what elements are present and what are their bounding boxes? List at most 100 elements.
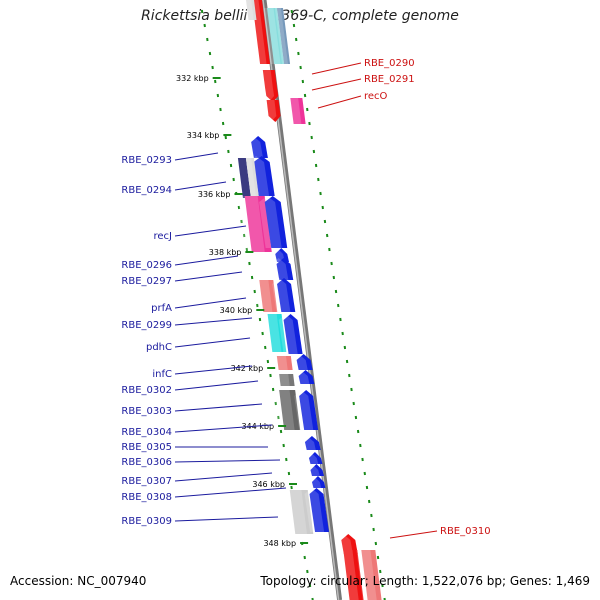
- leader-line: [174, 365, 253, 375]
- gene-block-shade: [307, 476, 322, 488]
- gene-block-shade: [304, 452, 319, 464]
- leader-line: [174, 271, 243, 282]
- gene-label-rbe_0294: RBE_0294: [121, 185, 172, 196]
- gene-block: [299, 390, 319, 430]
- leader-line: [389, 530, 438, 539]
- gene-labels-left: RBE_0293 RBE_0294 recJ RBE_0296 RBE_0297 prfA…: [121, 152, 287, 527]
- gene-label-infc: infC: [152, 369, 172, 380]
- gene-block: [277, 8, 291, 64]
- gene-label-rbe_0305: RBE_0305: [121, 442, 172, 453]
- gene-block-shade: [274, 374, 290, 386]
- gene-block: [251, 136, 268, 158]
- leader-line: [174, 424, 273, 433]
- gene-label-rbe_0302: RBE_0302: [121, 385, 172, 396]
- gene-block-shade: [356, 550, 377, 600]
- gene-block: [283, 314, 303, 354]
- leader-line: [311, 62, 362, 75]
- tick-label: 346 kbp: [252, 480, 285, 489]
- gene-block: [290, 98, 306, 124]
- gene-block-shade: [259, 196, 282, 248]
- leader-line: [174, 403, 263, 412]
- gene-label-rbe_0291: RBE_0291: [364, 74, 415, 85]
- gene-block: [276, 258, 294, 280]
- gene-block: [277, 278, 296, 312]
- leader-line: [174, 487, 287, 498]
- leader-line: [317, 95, 362, 109]
- gene-block: [265, 88, 279, 102]
- gene-labels-right: RBE_0290 RBE_0291 recO RBE_0310: [311, 58, 491, 539]
- gene-block-shade: [262, 314, 282, 352]
- tick-dots-right: [290, 9, 386, 600]
- gene-block: [343, 550, 364, 600]
- gene-block: [262, 70, 278, 88]
- gene-block: [253, 156, 275, 196]
- leader-line: [174, 337, 251, 348]
- gene-block-shade: [272, 278, 291, 312]
- gene-block-shade: [304, 488, 325, 532]
- gene-block: [309, 488, 330, 532]
- gene-block: [266, 100, 281, 122]
- gene-label-rbe_0303: RBE_0303: [121, 406, 172, 417]
- gene-block-shade: [291, 354, 308, 370]
- tick-label: 336 kbp: [198, 190, 231, 199]
- gene-block: [246, 0, 257, 20]
- tick-label: 348 kbp: [263, 539, 296, 548]
- gene-block-shade: [300, 436, 316, 450]
- gene-block-shade: [336, 534, 353, 554]
- gene-block: [267, 314, 287, 352]
- gene-block: [298, 370, 315, 384]
- leader-line: [311, 78, 362, 91]
- gene-block-shade: [271, 248, 285, 262]
- leader-line: [174, 297, 247, 309]
- tick-label: 342 kbp: [231, 364, 264, 373]
- leader-line: [174, 472, 273, 482]
- gene-blocks: [235, 0, 382, 600]
- leader-line: [174, 181, 227, 191]
- gene-block: [244, 196, 272, 252]
- gene-block: [341, 534, 358, 554]
- gene-block-shade: [278, 314, 298, 354]
- gene-block-shade: [286, 98, 302, 124]
- gene-block-shade: [273, 390, 295, 430]
- gene-label-recj: recJ: [154, 231, 173, 242]
- gene-block: [252, 0, 271, 64]
- gene-block-shade: [243, 0, 254, 20]
- gene-block-shade: [294, 390, 314, 430]
- gene-label-rbe_0297: RBE_0297: [121, 276, 172, 287]
- gene-block: [310, 464, 324, 476]
- tick-label: 338 kbp: [209, 248, 242, 257]
- leader-line: [174, 255, 239, 266]
- gene-label-rbe_0306: RBE_0306: [121, 457, 172, 468]
- gene-block-shade: [237, 196, 265, 252]
- gene-block: [279, 390, 301, 430]
- tick-label: 340 kbp: [220, 306, 253, 315]
- leader-line: [174, 459, 281, 463]
- gene-block-shade: [262, 100, 277, 122]
- gene-label-rbe_0304: RBE_0304: [121, 427, 172, 438]
- gene-block-shade: [258, 70, 273, 88]
- gene-block-shade: [235, 158, 249, 198]
- gene-block: [275, 248, 290, 262]
- gene-block-shade: [254, 280, 273, 312]
- gene-block-shade: [271, 258, 289, 280]
- gene-block-shade: [338, 550, 359, 600]
- gene-label-rbe_0290: RBE_0290: [364, 58, 415, 69]
- gene-label-pdhc: pdhC: [146, 342, 172, 353]
- gene-block-shade: [243, 158, 257, 198]
- gene-block: [279, 374, 295, 386]
- gene-block-shade: [260, 88, 275, 102]
- gene-block-shade: [283, 490, 307, 534]
- leader-line: [174, 225, 247, 237]
- gene-label-rbe_0296: RBE_0296: [121, 260, 172, 271]
- gene-block-shade: [271, 356, 288, 370]
- gene-label-rbe_0307: RBE_0307: [121, 476, 172, 487]
- gene-block: [361, 550, 382, 600]
- gene-label-rbe_0308: RBE_0308: [121, 492, 172, 503]
- gene-label-reco: recO: [364, 91, 388, 102]
- gene-block: [267, 8, 285, 64]
- leader-line: [174, 152, 219, 161]
- gene-block: [304, 436, 321, 450]
- gene-block: [245, 158, 259, 198]
- leader-line: [174, 516, 279, 522]
- leader-line: [174, 317, 253, 326]
